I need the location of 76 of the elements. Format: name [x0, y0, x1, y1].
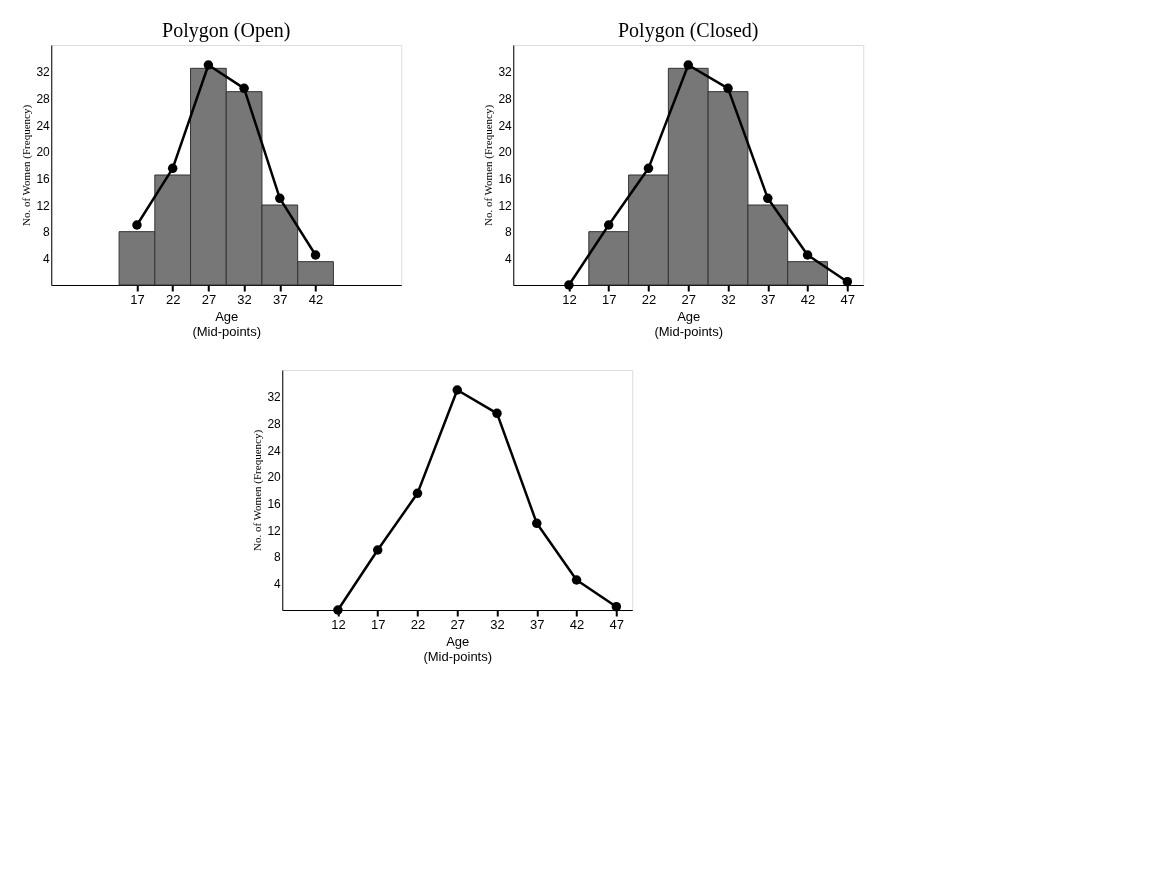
- x-tick-label: 17: [601, 291, 617, 307]
- y-tick-label: 20: [498, 145, 513, 160]
- point: [310, 250, 321, 260]
- point: [412, 488, 423, 499]
- y-tick-label: 16: [267, 496, 282, 511]
- x-tick-label: 22: [165, 291, 181, 307]
- y-tick-label: 24: [498, 118, 513, 133]
- point: [723, 83, 733, 94]
- point: [763, 193, 773, 204]
- x-tick-label: 47: [840, 291, 856, 307]
- point: [452, 385, 462, 395]
- y-axis-title: No. of Women (Frequency): [20, 104, 34, 227]
- point: [611, 601, 622, 612]
- point: [532, 518, 542, 529]
- x-tick-label: 37: [273, 291, 288, 307]
- x-tick-label: 12: [331, 616, 346, 632]
- point: [643, 163, 654, 174]
- x-tick-label: 37: [530, 616, 545, 632]
- point: [842, 276, 853, 287]
- y-tick-label: 16: [498, 171, 513, 186]
- x-tick-label: 32: [721, 291, 736, 307]
- x-axis-title: Age: [446, 633, 470, 649]
- y-tick-label: 28: [498, 91, 513, 106]
- text: (Mid-points): [654, 323, 724, 339]
- x-tick-label: 27: [681, 291, 696, 307]
- x-tick-label: 47: [609, 616, 625, 632]
- x-tick-label: 37: [761, 291, 776, 307]
- y-tick-label: 4: [274, 576, 282, 591]
- y-tick-label: 8: [505, 225, 513, 240]
- chart-title: Polygon (Closed): [617, 19, 759, 42]
- y-tick-label: 4: [505, 251, 513, 266]
- y-tick-label: 32: [36, 65, 51, 80]
- x-tick-label: 27: [450, 616, 465, 632]
- y-tick-label: 4: [43, 251, 51, 266]
- point: [132, 220, 142, 230]
- y-axis-title: No. of Women (Frequency): [251, 429, 265, 552]
- point: [167, 163, 178, 174]
- point: [603, 220, 614, 230]
- x-tick-label: 42: [800, 291, 816, 307]
- x-axis-title: Age: [677, 308, 701, 324]
- y-tick-label: 24: [267, 443, 282, 458]
- y-tick-label: 28: [267, 416, 282, 431]
- x-tick-label: 27: [201, 291, 217, 307]
- x-tick-label: 17: [130, 291, 145, 307]
- y-tick-label: 12: [498, 198, 513, 213]
- x-tick-label: 42: [569, 616, 585, 632]
- x-tick-label: 22: [641, 291, 657, 307]
- x-tick-label: 17: [370, 616, 386, 632]
- y-tick-label: 8: [43, 225, 51, 240]
- point: [372, 545, 383, 555]
- y-tick-label: 20: [36, 145, 51, 160]
- x-tick-label: 42: [308, 291, 324, 307]
- x-axis-title: Age: [215, 308, 239, 324]
- text: (Mid-points): [192, 323, 262, 339]
- chart-title: Polygon (Open): [162, 19, 291, 42]
- y-axis-title: No. of Women (Frequency): [482, 104, 496, 227]
- y-tick-label: 12: [36, 198, 51, 213]
- text: (Mid-points): [423, 648, 493, 664]
- point: [683, 60, 693, 70]
- y-tick-label: 12: [267, 523, 282, 538]
- point: [802, 250, 813, 260]
- y-tick-label: 8: [274, 550, 282, 565]
- x-tick-label: 22: [410, 616, 426, 632]
- y-tick-label: 16: [36, 171, 51, 186]
- point: [203, 60, 214, 70]
- y-tick-label: 20: [267, 470, 282, 485]
- point: [239, 83, 249, 94]
- y-tick-label: 24: [36, 118, 51, 133]
- y-tick-label: 32: [267, 390, 282, 405]
- point: [492, 408, 502, 419]
- x-tick-label: 32: [237, 291, 252, 307]
- x-tick-label: 12: [562, 291, 577, 307]
- y-tick-label: 28: [36, 91, 51, 106]
- y-tick-label: 32: [498, 65, 513, 80]
- point: [275, 193, 285, 204]
- point: [571, 575, 582, 585]
